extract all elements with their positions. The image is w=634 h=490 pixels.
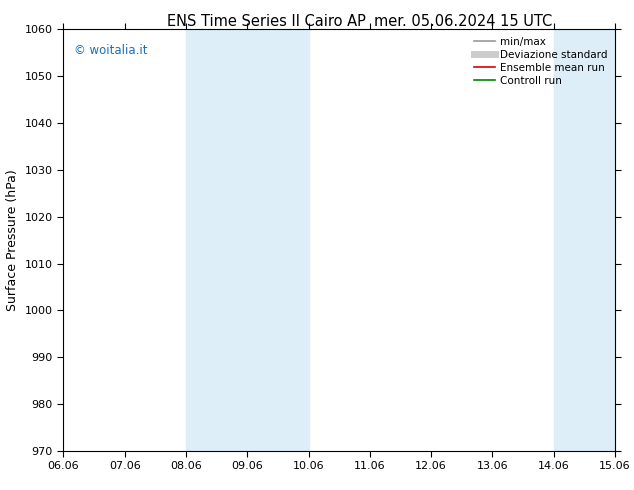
Bar — [247, 29, 309, 451]
Text: mer. 05.06.2024 15 UTC: mer. 05.06.2024 15 UTC — [373, 14, 552, 29]
Text: ENS Time Series Il Cairo AP: ENS Time Series Il Cairo AP — [167, 14, 366, 29]
Text: © woitalia.it: © woitalia.it — [74, 44, 148, 57]
Bar — [553, 29, 615, 451]
Y-axis label: Surface Pressure (hPa): Surface Pressure (hPa) — [6, 169, 19, 311]
Bar — [186, 29, 247, 451]
Legend: min/max, Deviazione standard, Ensemble mean run, Controll run: min/max, Deviazione standard, Ensemble m… — [470, 32, 612, 90]
